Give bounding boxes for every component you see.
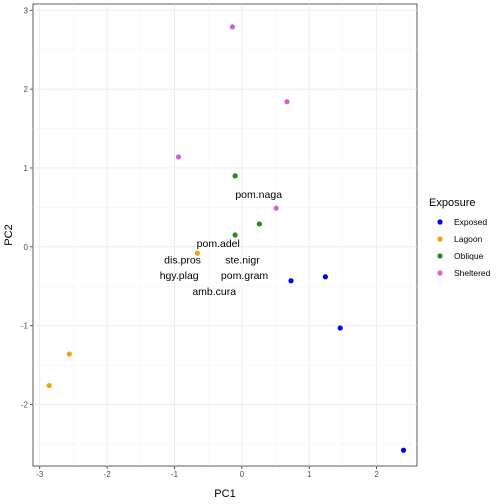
legend-label-exposed: Exposed [454,217,487,227]
annotation-label: pom.naga [235,189,282,201]
x-tick-label: 1 [307,470,312,479]
data-point-lagoon [66,351,72,357]
data-point-sheltered [273,205,279,211]
data-point-exposed [400,447,407,453]
y-tick-label: 1 [24,164,29,173]
data-point-exposed [288,278,294,284]
legend: Exposure Exposed Lagoon Oblique Sheltered [429,197,491,278]
x-tick-label: -2 [104,470,112,479]
annotation-label: pom.gram [221,270,269,282]
y-tick-label: 2 [24,85,29,94]
axis-ticks: -3 -2 -1 0 1 2 -2 -1 0 1 2 3 [21,6,379,479]
y-tick-label: 0 [24,243,29,252]
annotation-label: amb.cura [192,286,236,298]
x-tick-label: 2 [374,470,379,479]
data-point-sheltered [229,24,236,30]
y-tick-label: -1 [21,322,29,331]
legend-key-exposed [437,219,443,225]
data-point-exposed [337,325,343,331]
x-tick-label: -1 [171,470,179,479]
annotation-label: dis.pros [164,254,201,266]
legend-label-oblique: Oblique [454,251,484,261]
annotations: pom.naga pom.adel dis.pros ste.nigr hgy.plag… [160,189,282,298]
y-axis-title: PC2 [3,224,15,245]
legend-key-oblique [437,253,443,259]
data-point-oblique [232,173,238,179]
x-axis-title: PC1 [214,488,235,500]
data-point-oblique [232,232,238,238]
annotation-label: hgy.plag [160,270,199,282]
data-point-oblique [256,221,262,227]
panel-background [32,3,418,467]
data-point-lagoon [194,250,200,256]
x-tick-label: -3 [36,470,44,479]
y-tick-label: 3 [24,6,29,15]
data-points [46,24,407,453]
data-point-sheltered [284,99,290,105]
legend-title: Exposure [429,197,475,209]
data-point-exposed [322,274,328,280]
grid-lines [33,4,417,466]
legend-label-lagoon: Lagoon [454,234,483,244]
legend-label-sheltered: Sheltered [454,268,491,278]
annotation-label: pom.adel [197,238,240,250]
data-point-sheltered [175,154,182,160]
legend-key-sheltered [437,270,443,276]
x-tick-label: 0 [240,470,245,479]
annotation-label: ste.nigr [225,254,260,266]
legend-key-lagoon [437,236,443,242]
y-tick-label: -2 [21,401,29,410]
data-point-lagoon [46,382,52,389]
